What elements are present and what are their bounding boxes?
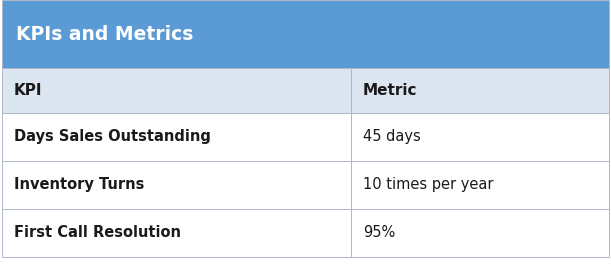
Text: 45 days: 45 days [363, 129, 421, 144]
Text: Metric: Metric [363, 83, 417, 98]
Bar [2, 161, 351, 209]
Bar [2, 209, 351, 257]
Text: Days Sales Outstanding: Days Sales Outstanding [14, 129, 211, 144]
Text: 95%: 95% [363, 225, 395, 240]
Bar [351, 68, 609, 113]
Bar [2, 113, 351, 161]
Text: KPI: KPI [14, 83, 43, 98]
Bar [2, 68, 351, 113]
Text: First Call Resolution: First Call Resolution [14, 225, 181, 240]
Text: Inventory Turns: Inventory Turns [14, 178, 144, 193]
Bar [351, 161, 609, 209]
Text: 10 times per year: 10 times per year [363, 178, 494, 193]
Bar [2, 0, 609, 68]
Bar [351, 209, 609, 257]
Bar [351, 113, 609, 161]
Text: KPIs and Metrics: KPIs and Metrics [16, 24, 193, 44]
